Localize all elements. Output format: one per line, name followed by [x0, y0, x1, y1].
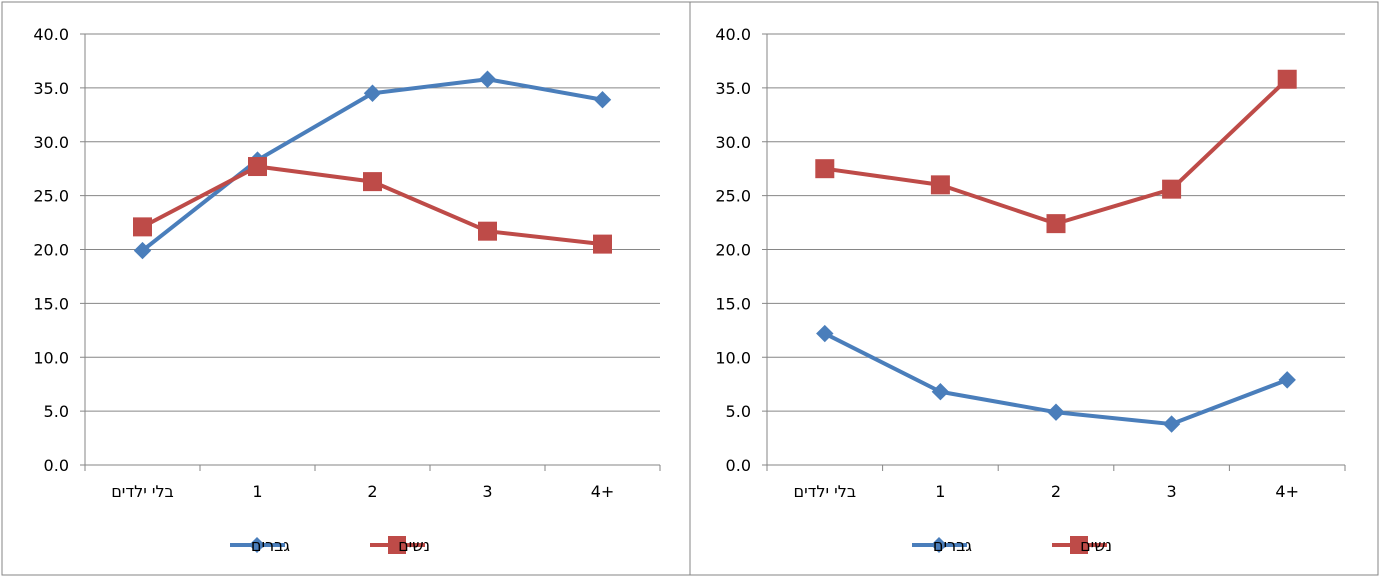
data-point-men — [1278, 371, 1296, 389]
y-tick-label: 40.0 — [33, 25, 69, 44]
y-tick-label: 15.0 — [33, 294, 69, 313]
x-tick-label: 4+ — [591, 482, 615, 501]
x-tick-label: בלי ילדים — [793, 482, 856, 501]
data-point-men — [478, 70, 497, 88]
y-tick-label: 10.0 — [33, 348, 69, 367]
x-tick-label: 3 — [1167, 482, 1177, 501]
legend-label-women: נשים — [1080, 536, 1112, 555]
data-point-women — [133, 217, 152, 237]
legend-marker-women — [1070, 536, 1088, 554]
data-point-women — [1046, 214, 1066, 234]
chart-panel-2: 0.0 5.0 10.0 15.0 20.0 25.0 30.0 35.0 40.0 בלי יל… — [689, 1, 1379, 576]
data-point-men — [133, 241, 152, 260]
chart-frame — [1, 1, 691, 576]
x-tick-label: בלי ילדים — [111, 482, 174, 501]
legend-marker-men — [931, 537, 947, 553]
data-point-women — [593, 234, 612, 254]
y-tick-label: 15.0 — [715, 294, 751, 313]
x-tick-label: 2 — [367, 482, 377, 501]
x-tick-label: 1 — [252, 482, 262, 501]
data-point-men — [1047, 403, 1065, 421]
x-tick-label: 2 — [1051, 482, 1061, 501]
y-tick-label: 30.0 — [715, 133, 751, 152]
y-tick-label: 30.0 — [33, 133, 69, 152]
x-tick-label: 4+ — [1275, 482, 1299, 501]
y-tick-label: 0.0 — [44, 456, 69, 475]
legend-marker-men — [249, 537, 265, 553]
y-tick-label: 0.0 — [726, 456, 751, 475]
y-tick-label: 35.0 — [33, 79, 69, 98]
data-point-women — [930, 175, 950, 195]
x-tick-label: 3 — [482, 482, 492, 501]
legend-label-men: גברים — [933, 536, 972, 555]
legend-marker-women — [388, 536, 406, 554]
y-tick-label: 25.0 — [33, 187, 69, 206]
legend-label-men: גברים — [251, 536, 290, 555]
data-point-men — [593, 91, 612, 109]
data-point-women — [478, 221, 497, 241]
data-point-men — [816, 324, 834, 343]
data-point-women — [1162, 179, 1182, 199]
data-point-women — [363, 172, 382, 192]
y-tick-label: 20.0 — [715, 241, 751, 260]
chart-panel-1: 0.0 5.0 10.0 15.0 20.0 25.0 30.0 35.0 40.0 בלי יל… — [1, 1, 691, 576]
data-point-men — [931, 383, 950, 401]
y-tick-label: 25.0 — [715, 187, 751, 206]
data-point-women — [248, 157, 267, 177]
y-tick-label: 40.0 — [715, 25, 751, 44]
y-tick-label: 10.0 — [715, 348, 751, 367]
data-point-women — [815, 159, 835, 179]
y-tick-label: 5.0 — [726, 402, 751, 421]
legend-label-women: נשים — [398, 536, 430, 555]
y-tick-label: 5.0 — [44, 402, 69, 421]
y-tick-label: 20.0 — [33, 241, 69, 260]
data-point-men — [1162, 415, 1181, 433]
data-point-women — [1277, 69, 1297, 89]
data-point-men — [363, 84, 382, 102]
chart-frame — [689, 1, 1379, 576]
x-tick-label: 1 — [935, 482, 945, 501]
y-tick-label: 35.0 — [715, 79, 751, 98]
